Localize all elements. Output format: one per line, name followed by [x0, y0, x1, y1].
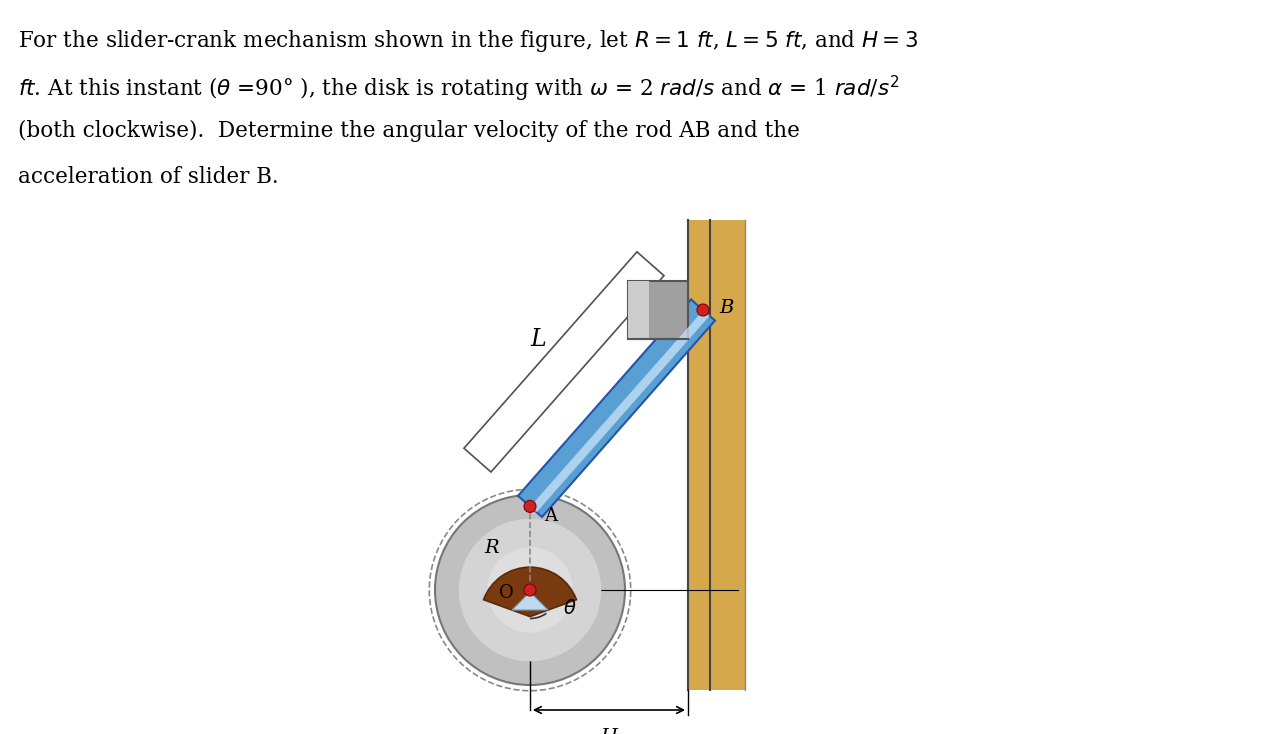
- Text: For the slider-crank mechanism shown in the figure, let $R = 1$ $\it{ft}$, $L = : For the slider-crank mechanism shown in …: [18, 28, 918, 54]
- Wedge shape: [484, 567, 576, 617]
- Text: O: O: [499, 584, 514, 602]
- Circle shape: [458, 519, 601, 661]
- Bar: [628, 281, 687, 339]
- Circle shape: [524, 501, 536, 512]
- Text: B: B: [719, 299, 733, 317]
- Text: L: L: [530, 328, 547, 351]
- Polygon shape: [518, 299, 715, 517]
- Polygon shape: [463, 252, 663, 472]
- Polygon shape: [511, 592, 548, 610]
- Circle shape: [698, 304, 709, 316]
- Text: A: A: [544, 507, 557, 526]
- Bar: [628, 281, 649, 339]
- Text: $\it{ft}$. At this instant ($\theta$ =90° ), the disk is rotating with $\omega$ : $\it{ft}$. At this instant ($\theta$ =90…: [18, 74, 899, 104]
- Text: H: H: [600, 728, 618, 734]
- Text: R: R: [485, 539, 499, 557]
- Circle shape: [436, 495, 625, 685]
- Bar: [687, 220, 744, 690]
- Circle shape: [524, 584, 536, 596]
- Text: (both clockwise).  Determine the angular velocity of the rod AB and the: (both clockwise). Determine the angular …: [18, 120, 800, 142]
- Text: acceleration of slider B.: acceleration of slider B.: [18, 166, 279, 188]
- Text: $\theta$: $\theta$: [563, 598, 577, 617]
- Circle shape: [487, 548, 572, 633]
- Polygon shape: [530, 310, 710, 512]
